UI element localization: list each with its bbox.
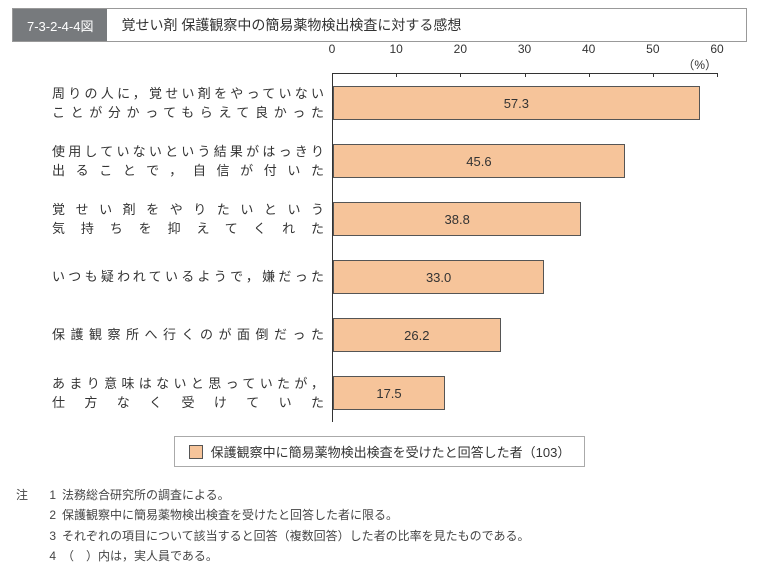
footnote-text: それぞれの項目について該当すると回答（複数回答）した者の比率を見たものである。 bbox=[62, 526, 530, 546]
bar: 33.0 bbox=[333, 260, 544, 294]
x-tick-label: 50 bbox=[646, 42, 659, 56]
footnote-text: 保護観察中に簡易薬物検出検査を受けたと回答した者に限る。 bbox=[62, 505, 398, 525]
figure-header: 7-3-2-4-4図 覚せい剤 保護観察中の簡易薬物検出検査に対する感想 bbox=[12, 8, 747, 42]
figure-number-tag: 7-3-2-4-4図 bbox=[13, 9, 107, 41]
x-tick-label: 10 bbox=[389, 42, 402, 56]
figure-title: 覚せい剤 保護観察中の簡易薬物検出検査に対する感想 bbox=[107, 9, 746, 41]
chart: （%） 0102030405060 周りの人に，覚せい剤をやっていないことが分か… bbox=[52, 56, 717, 422]
footnote-number: 1 bbox=[42, 485, 62, 505]
x-tick-label: 0 bbox=[329, 42, 336, 56]
bar-row: 26.2 bbox=[333, 306, 717, 364]
footnote-row: 2保護観察中に簡易薬物検出検査を受けたと回答した者に限る。 bbox=[16, 505, 747, 525]
bar: 17.5 bbox=[333, 376, 445, 410]
bar-category-label: 周りの人に，覚せい剤をやっていないことが分かってもらえて良かった bbox=[52, 74, 332, 132]
footnote-text: 法務総合研究所の調査による。 bbox=[62, 485, 230, 505]
footnote-number: 4 bbox=[42, 546, 62, 566]
bar-category-label: 保護観察所へ行くのが面倒だった bbox=[52, 306, 332, 364]
footnote-row: 3それぞれの項目について該当すると回答（複数回答）した者の比率を見たものである。 bbox=[16, 526, 747, 546]
bar: 57.3 bbox=[333, 86, 700, 120]
footnote-head bbox=[16, 505, 42, 525]
bar-row: 45.6 bbox=[333, 132, 717, 190]
footnote-number: 3 bbox=[42, 526, 62, 546]
footnote-head: 注 bbox=[16, 485, 42, 505]
legend-swatch bbox=[189, 445, 203, 459]
footnote-number: 2 bbox=[42, 505, 62, 525]
x-tick-label: 60 bbox=[710, 42, 723, 56]
footnote-head bbox=[16, 546, 42, 566]
legend-text: 保護観察中に簡易薬物検出検査を受けたと回答した者（103） bbox=[211, 442, 571, 461]
x-tick-label: 40 bbox=[582, 42, 595, 56]
bar-row: 33.0 bbox=[333, 248, 717, 306]
footnote-text: （ ）内は，実人員である。 bbox=[62, 546, 218, 566]
bar-row: 57.3 bbox=[333, 74, 717, 132]
bars-container: 周りの人に，覚せい剤をやっていないことが分かってもらえて良かった使用していないと… bbox=[52, 74, 717, 422]
x-tick-label: 30 bbox=[518, 42, 531, 56]
footnote-row: 4（ ）内は，実人員である。 bbox=[16, 546, 747, 566]
bar-category-label: いつも疑われているようで，嫌だった bbox=[52, 248, 332, 306]
bar-category-label: 覚せい剤をやりたいという気持ちを抑えてくれた bbox=[52, 190, 332, 248]
bar-row: 17.5 bbox=[333, 364, 717, 422]
footnote-row: 注1法務総合研究所の調査による。 bbox=[16, 485, 747, 505]
footnote-head bbox=[16, 526, 42, 546]
bar: 45.6 bbox=[333, 144, 625, 178]
bar-category-label: あまり意味はないと思っていたが，仕方なく受けていた bbox=[52, 364, 332, 422]
footnotes: 注1法務総合研究所の調査による。2保護観察中に簡易薬物検出検査を受けたと回答した… bbox=[16, 485, 747, 567]
bar: 26.2 bbox=[333, 318, 501, 352]
bar: 38.8 bbox=[333, 202, 581, 236]
legend: 保護観察中に簡易薬物検出検査を受けたと回答した者（103） bbox=[174, 436, 586, 467]
bar-row: 38.8 bbox=[333, 190, 717, 248]
x-axis: 0102030405060 bbox=[52, 56, 717, 74]
x-tick-label: 20 bbox=[454, 42, 467, 56]
bar-category-label: 使用していないという結果がはっきり出ることで，自信が付いた bbox=[52, 132, 332, 190]
